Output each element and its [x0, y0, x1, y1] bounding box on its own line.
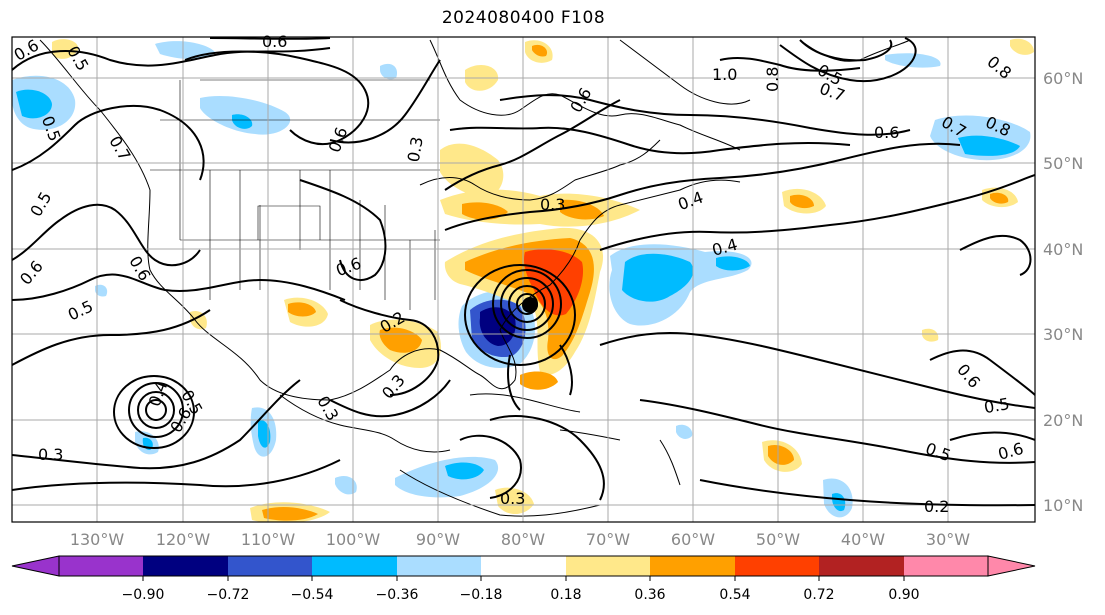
lon-label: 80°W — [501, 530, 545, 549]
colorbar-segment — [312, 556, 397, 576]
colorbar-extend-high — [987, 555, 1036, 577]
colorbar-segment — [228, 556, 312, 576]
colorbar-tick-label: −0.18 — [460, 587, 503, 603]
lat-label: 30°N — [1043, 325, 1083, 344]
colorbar-outline — [58, 555, 989, 577]
colorbar-tick-label: −0.90 — [122, 587, 165, 603]
shaded-positive-fields — [52, 38, 1034, 522]
lat-label: 40°N — [1043, 240, 1083, 259]
colorbar-tick-label: 0.72 — [803, 587, 834, 603]
colorbar-extend-low — [11, 555, 60, 577]
longitude-labels: 130°W 120°W 110°W 100°W 90°W 80°W 70°W 6… — [70, 530, 970, 549]
colorbar-segment — [735, 556, 819, 576]
colorbar-tick-label: −0.72 — [207, 587, 250, 603]
colorbar-tick-label: −0.36 — [376, 587, 419, 603]
contour-label: 0.3 — [500, 489, 525, 508]
lon-label: 60°W — [671, 530, 715, 549]
lon-label: 30°W — [926, 530, 970, 549]
contour-label: 0.3 — [38, 445, 63, 464]
contour-label: 0.5 — [983, 394, 1011, 417]
state-borders — [150, 79, 440, 310]
lon-label: 130°W — [70, 530, 125, 549]
colorbar-segment — [819, 556, 904, 576]
lon-label: 70°W — [586, 530, 630, 549]
colorbar-segment — [143, 556, 228, 576]
colorbar-tick-label: 0.18 — [550, 587, 581, 603]
colorbar-segment — [904, 556, 988, 576]
contour-label: 0.3 — [404, 135, 427, 163]
colorbar-tick-label: −0.54 — [291, 587, 334, 603]
lon-label: 50°W — [756, 530, 800, 549]
colorbar: −0.90 −0.72 −0.54 −0.36 −0.18 0.18 0.36 … — [11, 555, 1036, 603]
map-frame — [11, 36, 1036, 523]
colorbar-segment — [59, 556, 143, 576]
contour-label: 0.3 — [540, 195, 565, 214]
lat-label: 10°N — [1043, 496, 1083, 515]
lon-label: 120°W — [156, 530, 211, 549]
latitude-labels: 60°N 50°N 40°N 30°N 20°N 10°N — [1043, 69, 1083, 515]
contour-lines — [12, 37, 1035, 507]
lon-label: 110°W — [241, 530, 296, 549]
map-content — [12, 37, 1035, 522]
colorbar-segment — [650, 556, 735, 576]
lon-label: 90°W — [416, 530, 460, 549]
lat-label: 50°N — [1043, 154, 1083, 173]
contour-label: 0.8 — [763, 67, 782, 92]
lon-label: 100°W — [326, 530, 381, 549]
contour-label: 1.0 — [712, 65, 737, 84]
contour-label: 0.6 — [262, 32, 287, 51]
colorbar-tick-label: 0.36 — [634, 587, 665, 603]
lat-label: 20°N — [1043, 411, 1083, 430]
shaded-negative-fields — [12, 41, 1031, 518]
colorbar-segment — [397, 556, 481, 576]
colorbar-segment — [566, 556, 650, 576]
colorbar-tick-label: 0.54 — [719, 587, 750, 603]
colorbar-segment — [481, 556, 566, 576]
lon-label: 40°W — [841, 530, 885, 549]
contour-label: 0.2 — [924, 497, 949, 516]
colorbar-tick-label: 0.90 — [888, 587, 919, 603]
contour-label: 0.6 — [874, 123, 899, 142]
storm-center-marker — [522, 297, 538, 313]
lat-label: 60°N — [1043, 69, 1083, 88]
map-title: 2024080400 F108 — [441, 8, 606, 28]
